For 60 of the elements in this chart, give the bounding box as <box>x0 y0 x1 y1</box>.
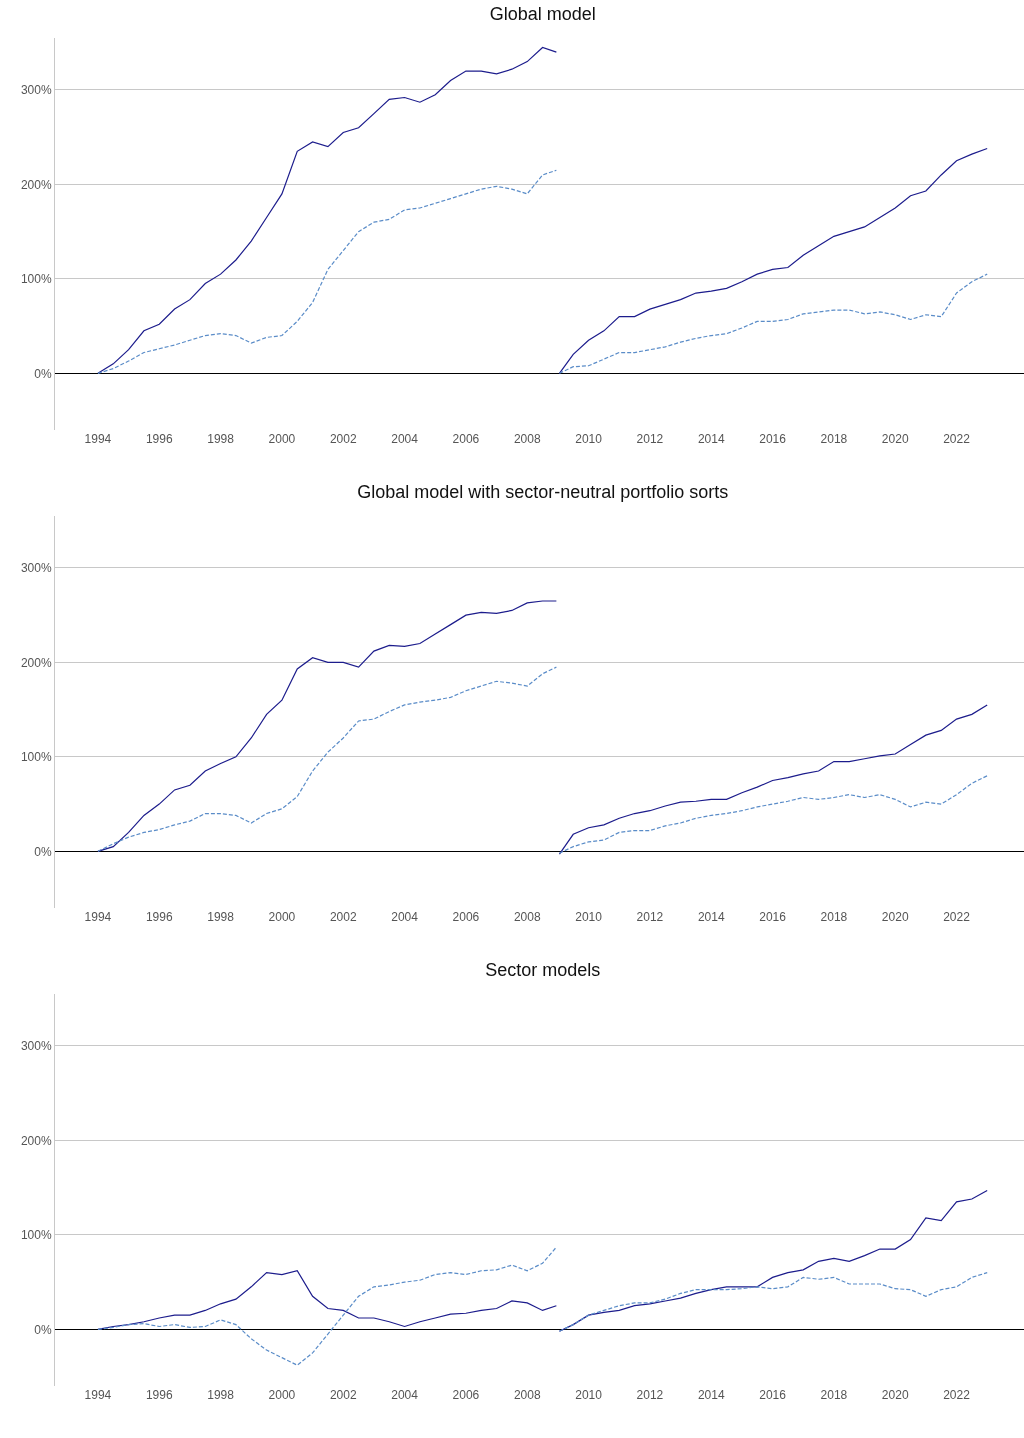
x-tick-label: 2020 <box>881 910 909 924</box>
x-tick-label: 1994 <box>84 432 112 446</box>
x-tick-label: 2000 <box>268 432 296 446</box>
y-tick-label: 300% <box>20 561 52 576</box>
y-tick-label: 300% <box>20 1039 52 1054</box>
x-tick-label: 2014 <box>697 910 725 924</box>
y-tick-label: 200% <box>20 177 52 192</box>
y-tick-label: 0% <box>34 1322 52 1337</box>
y-tick-label: 200% <box>20 655 52 670</box>
y-tick-label: 0% <box>34 844 52 859</box>
x-tick-label: 2012 <box>636 910 664 924</box>
x-tick-label: 1998 <box>207 432 235 446</box>
x-tick-label: 1994 <box>84 1388 112 1402</box>
x-tick-label: 2020 <box>881 1388 909 1402</box>
x-tick-label: 2000 <box>268 1388 296 1402</box>
y-tick-label: 0% <box>34 366 52 381</box>
x-tick-label: 2006 <box>452 432 480 446</box>
x-tick-label: 2004 <box>391 432 419 446</box>
x-tick-label: 2018 <box>820 910 848 924</box>
y-tick-label: 300% <box>20 83 52 98</box>
x-tick-label: 2010 <box>575 432 603 446</box>
x-tick-label: 2008 <box>513 432 541 446</box>
chart-title: Sector models <box>485 959 601 980</box>
x-tick-label: 2014 <box>697 1388 725 1402</box>
x-tick-label: 2022 <box>943 910 971 924</box>
chart-title: Global model with sector-neutral portfolio sorts <box>357 481 729 502</box>
x-tick-label: 2016 <box>759 1388 787 1402</box>
x-tick-label: 2010 <box>575 1388 603 1402</box>
x-tick-label: 2006 <box>452 910 480 924</box>
x-tick-label: 2012 <box>636 432 664 446</box>
x-tick-label: 2016 <box>759 432 787 446</box>
x-tick-label: 2002 <box>329 910 357 924</box>
x-tick-label: 1996 <box>145 1388 173 1402</box>
x-tick-label: 2016 <box>759 910 787 924</box>
x-tick-label: 1998 <box>207 1388 235 1402</box>
x-tick-label: 2022 <box>943 432 971 446</box>
x-tick-label: 2008 <box>513 1388 541 1402</box>
y-tick-label: 100% <box>20 1228 52 1243</box>
x-tick-label: 2010 <box>575 910 603 924</box>
x-tick-label: 2012 <box>636 1388 664 1402</box>
x-tick-label: 2002 <box>329 432 357 446</box>
x-tick-label: 2014 <box>697 432 725 446</box>
x-tick-label: 1996 <box>145 910 173 924</box>
y-tick-label: 200% <box>20 1133 52 1148</box>
x-tick-label: 1994 <box>84 910 112 924</box>
x-tick-label: 2004 <box>391 1388 419 1402</box>
x-tick-label: 2000 <box>268 910 296 924</box>
x-tick-label: 2020 <box>881 432 909 446</box>
x-tick-label: 2018 <box>820 432 848 446</box>
x-tick-label: 2008 <box>513 910 541 924</box>
x-tick-label: 1998 <box>207 910 235 924</box>
x-tick-label: 1996 <box>145 432 173 446</box>
y-tick-label: 100% <box>20 272 52 287</box>
y-tick-label: 100% <box>20 750 52 765</box>
chart-title: Global model <box>489 3 596 24</box>
x-tick-label: 2004 <box>391 910 419 924</box>
x-tick-label: 2002 <box>329 1388 357 1402</box>
x-tick-label: 2006 <box>452 1388 480 1402</box>
x-tick-label: 2018 <box>820 1388 848 1402</box>
x-tick-label: 2022 <box>943 1388 971 1402</box>
